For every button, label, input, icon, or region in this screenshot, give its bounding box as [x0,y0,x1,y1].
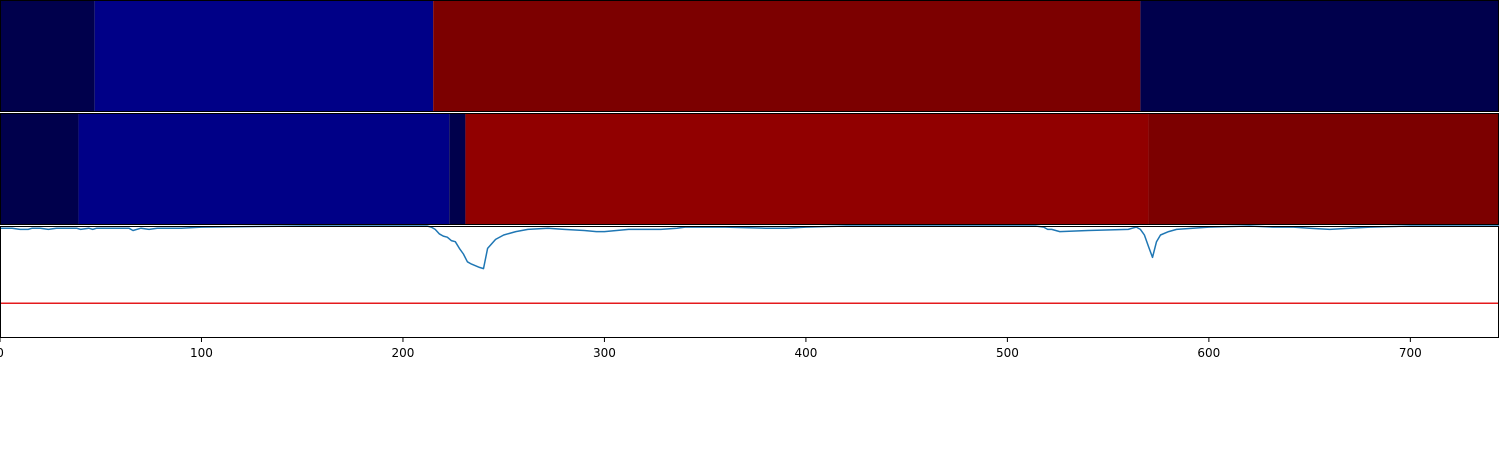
x-tick-label: 400 [794,346,817,360]
heatmap-segment-1-3 [433,0,1141,112]
x-tick-label: 600 [1197,346,1220,360]
x-tick-label: 200 [392,346,415,360]
heatmap-segment-1-1 [0,0,95,112]
heatmap-middle-track [0,113,1499,225]
panel-frame-1 [0,0,1499,112]
x-tick-label: 700 [1399,346,1422,360]
heatmap-segment-2-3 [449,113,466,225]
x-tick-label: 500 [996,346,1019,360]
heatmap-segment-1-2 [94,0,434,112]
x-tick-label: 100 [190,346,213,360]
heatmap-segment-1-4 [1140,0,1499,112]
x-tick-label: 0 [0,346,4,360]
series-line-1 [0,225,1499,270]
heatmap-segment-2-4 [465,113,1149,225]
x-axis: 0 100 200 300 400 500 600 700 [0,338,1422,360]
panel-frames [0,0,1499,338]
heatmap-segment-2-5 [1148,113,1499,225]
heatmap-segment-2-1 [0,113,79,225]
heatmap-top-track [0,0,1499,112]
panel-frame-2 [0,113,1499,225]
x-tick-label: 300 [593,346,616,360]
panel-frame-3 [0,226,1499,338]
heatmap-segment-2-2 [78,113,450,225]
line-panel [0,225,1499,305]
